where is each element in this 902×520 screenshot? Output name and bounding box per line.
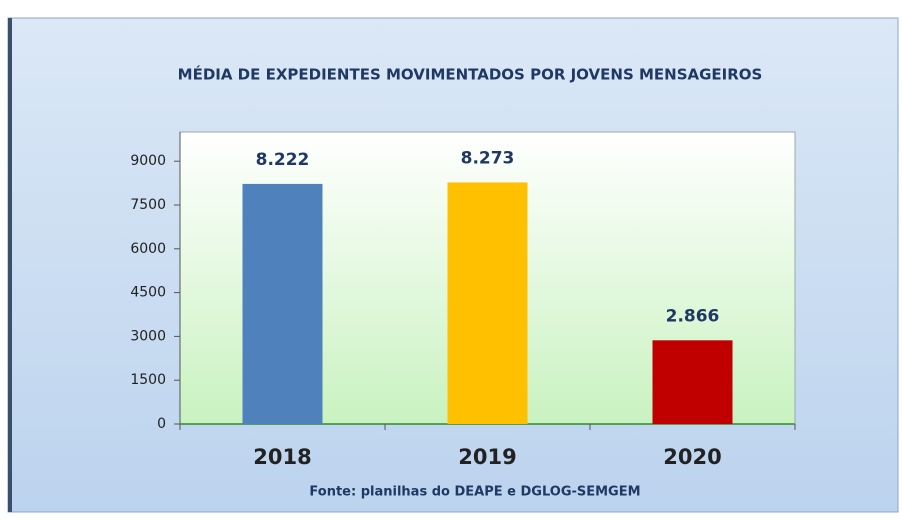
bar [652, 340, 733, 424]
x-tick-label: 2018 [253, 445, 311, 469]
y-tick-label: 0 [157, 416, 166, 432]
value-label: 8.222 [256, 150, 310, 170]
frame-edge [8, 18, 12, 512]
y-tick-label: 1500 [130, 372, 166, 388]
bar [447, 182, 528, 424]
x-tick-label: 2019 [458, 445, 516, 469]
y-tick-label: 6000 [130, 241, 166, 257]
y-tick-label: 9000 [130, 153, 166, 169]
x-tick-label: 2020 [663, 445, 721, 469]
value-label: 8.273 [461, 148, 515, 168]
bar [242, 183, 323, 424]
value-label: 2.866 [666, 306, 720, 326]
source-note: Fonte: planilhas do DEAPE e DGLOG-SEMGEM [309, 485, 640, 500]
chart-title: MÉDIA DE EXPEDIENTES MOVIMENTADOS POR JO… [178, 65, 763, 84]
y-tick-label: 4500 [130, 285, 166, 301]
y-tick-label: 3000 [130, 328, 166, 344]
y-tick-label: 7500 [130, 197, 166, 213]
